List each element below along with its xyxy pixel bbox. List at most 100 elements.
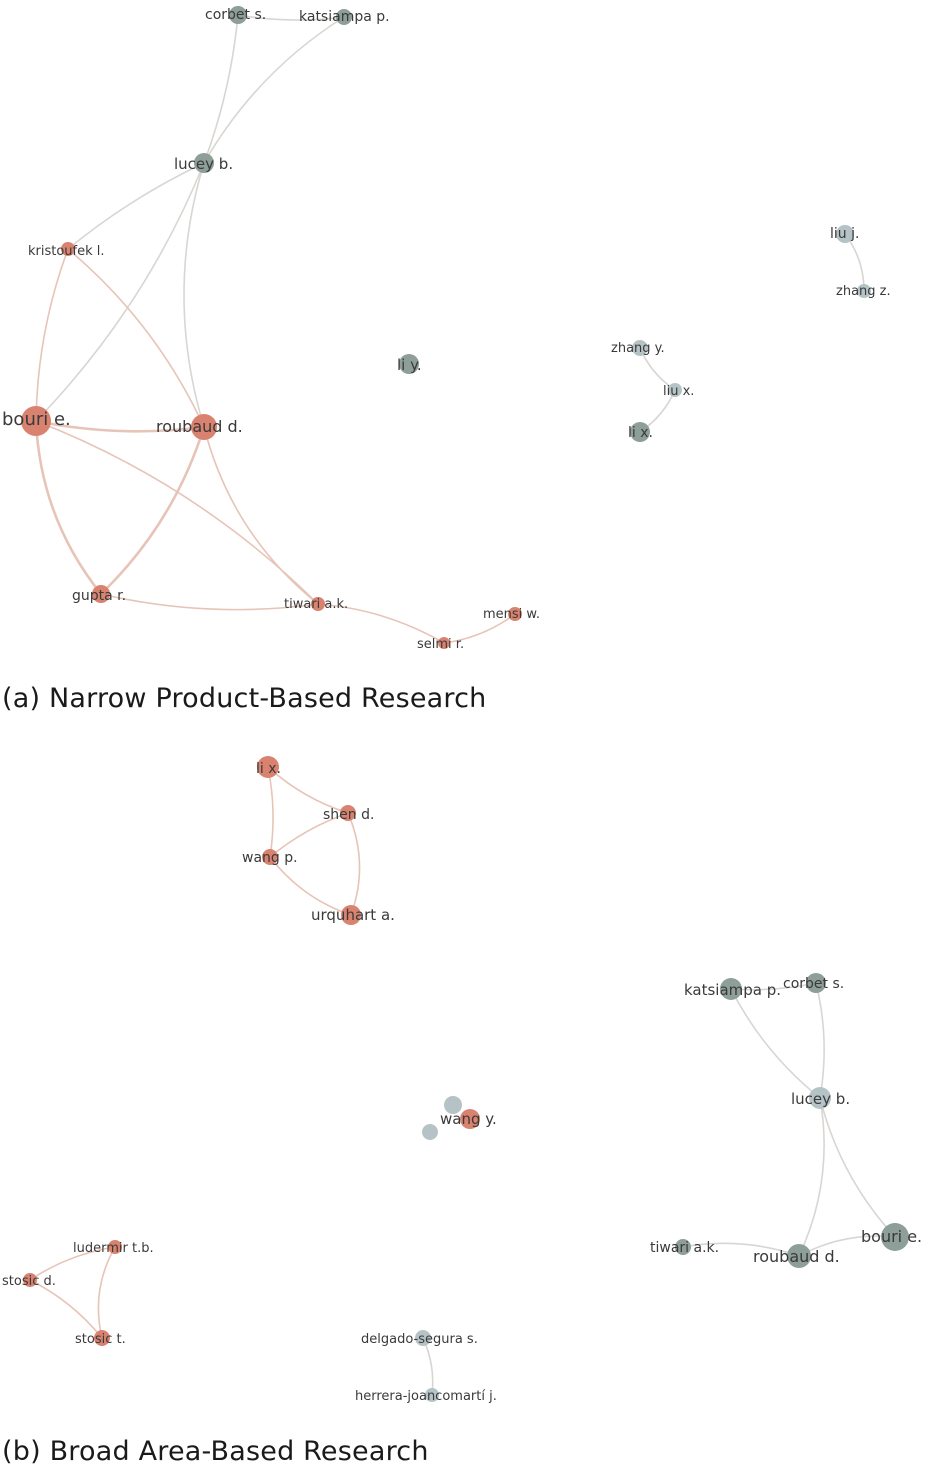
nodes-group: corbet s. katsiampa p. lucey b. kristoufek … xyxy=(2,6,891,652)
node-lix xyxy=(257,756,279,778)
node-shen xyxy=(340,805,356,821)
node-mensi xyxy=(508,607,522,621)
node-delgado xyxy=(415,1330,431,1346)
node-blue2 xyxy=(422,1124,438,1140)
node-label-kristoufek: kristoufek l. xyxy=(28,244,105,259)
edge-bouri-roubaud xyxy=(35,419,205,433)
node-label-shen: shen d. xyxy=(323,807,374,823)
node-label-liux: liu x. xyxy=(663,384,694,399)
node-label-zhangy: zhang y. xyxy=(611,341,665,356)
node-label-liy: li y. xyxy=(397,356,422,374)
edge-lucey-roubaud xyxy=(183,162,205,428)
node-kristoufek xyxy=(61,242,75,256)
node-urquhart xyxy=(341,905,361,925)
network-diagram-narrow: corbet s. katsiampa p. lucey b. kristoufek … xyxy=(0,0,928,680)
edge-shen-urquhart xyxy=(347,812,361,916)
edge-selmi-mensi xyxy=(443,613,516,644)
node-label-lix: li x. xyxy=(256,761,281,777)
network-graph-narrow: corbet s. katsiampa p. lucey b. kristoufek … xyxy=(2,6,891,652)
edge-liuj-zhangz xyxy=(844,233,865,292)
node-label-mensi: mensi w. xyxy=(483,607,540,622)
node-wangp xyxy=(262,849,278,865)
caption-narrow: (a) Narrow Product-Based Research xyxy=(2,683,487,714)
node-roubaud xyxy=(191,414,217,440)
edge-ludermir-stosicd xyxy=(29,1246,116,1281)
node-gupta xyxy=(92,585,110,603)
node-ludermir xyxy=(108,1240,122,1254)
edge-bouri-tiwari xyxy=(35,420,319,605)
node-label-stosict: stosic t. xyxy=(75,1332,126,1347)
nodes-group: li x. shen d. wang p. urquhart a. katsiampa … xyxy=(2,756,922,1404)
edge-roubaud-gupta xyxy=(100,426,206,595)
node-corbet xyxy=(806,973,826,993)
node-liy xyxy=(399,354,419,374)
node-label-katsiampa: katsiampa p. xyxy=(299,9,390,25)
node-label-bouri: bouri e. xyxy=(2,409,71,430)
node-katsiampa xyxy=(720,978,742,1000)
node-blue1 xyxy=(444,1096,462,1114)
node-lucey xyxy=(809,1087,831,1109)
node-label-wangp: wang p. xyxy=(242,850,298,866)
node-bouri xyxy=(21,406,51,436)
edge-lix-wangp xyxy=(267,766,274,858)
node-roubaud xyxy=(787,1244,811,1268)
node-label-roubaud: roubaud d. xyxy=(156,417,243,436)
network-diagram-broad: li x. shen d. wang p. urquhart a. katsiampa … xyxy=(0,745,928,1435)
node-label-stosicd: stosic d. xyxy=(2,1274,56,1289)
edge-lucey-roubaud xyxy=(798,1097,825,1257)
edge-corbet-katsiampa xyxy=(237,14,345,21)
edge-wangp-urquhart xyxy=(269,856,352,916)
node-katsiampa xyxy=(336,9,352,25)
node-label-katsiampa: katsiampa p. xyxy=(684,981,781,999)
edge-shen-wangp xyxy=(269,812,349,858)
node-label-tiwari: tiwari a.k. xyxy=(650,1240,719,1256)
edge-katsiampa-lucey xyxy=(203,16,345,164)
node-label-selmi: selmi r. xyxy=(417,637,464,652)
edge-gupta-tiwari xyxy=(100,593,319,611)
edge-kristoufek-roubaud xyxy=(67,248,205,428)
node-label-bouri: bouri e. xyxy=(861,1227,922,1246)
node-label-lucey: lucey b. xyxy=(174,155,233,173)
node-label-gupta: gupta r. xyxy=(72,588,126,604)
edge-roubaud-tiwari xyxy=(203,426,319,605)
node-liuj xyxy=(836,225,854,243)
node-label-lix: li x. xyxy=(628,425,653,441)
edges-group xyxy=(29,766,896,1396)
node-label-corbet: corbet s. xyxy=(783,976,844,992)
node-selmi xyxy=(438,637,450,649)
edge-lucey-bouri xyxy=(819,1097,896,1238)
node-stosicd xyxy=(23,1273,37,1287)
edge-lucey-bouri xyxy=(35,162,205,422)
edge-bouri-gupta xyxy=(34,420,103,595)
node-tiwari xyxy=(675,1239,691,1255)
node-label-liuj: liu j. xyxy=(830,226,859,242)
edge-corbet-lucey xyxy=(815,982,825,1099)
node-label-urquhart: urquhart a. xyxy=(311,906,395,924)
node-label-wangy: wang y. xyxy=(440,1110,497,1128)
edge-ludermir-stosict xyxy=(97,1246,116,1339)
edge-stosicd-stosict xyxy=(29,1279,103,1339)
node-label-lucey: lucey b. xyxy=(791,1090,850,1108)
node-zhangy xyxy=(632,340,648,356)
node-liux xyxy=(668,383,682,397)
edge-roubaud-tiwari xyxy=(682,1242,800,1257)
node-herrera xyxy=(425,1388,439,1402)
node-corbet xyxy=(229,6,247,24)
edge-lucey-kristoufek xyxy=(67,162,205,250)
node-label-zhangz: zhang z. xyxy=(836,284,891,299)
node-label-delgado: delgado-segura s. xyxy=(361,1332,478,1347)
node-lucey xyxy=(194,153,214,173)
node-label-roubaud: roubaud d. xyxy=(753,1247,840,1266)
network-graph-broad: li x. shen d. wang p. urquhart a. katsiampa … xyxy=(2,756,922,1404)
caption-broad: (b) Broad Area-Based Research xyxy=(2,1436,429,1467)
edge-corbet-lucey xyxy=(203,14,239,164)
node-label-herrera: herrera-joancomartí j. xyxy=(355,1389,497,1404)
node-label-corbet: corbet s. xyxy=(205,7,266,23)
node-wangy xyxy=(460,1109,480,1129)
edge-tiwari-selmi xyxy=(317,603,445,644)
node-stosict xyxy=(94,1330,110,1346)
node-label-ludermir: ludermir t.b. xyxy=(73,1241,154,1256)
node-lix xyxy=(630,422,650,442)
node-zhangz xyxy=(857,284,871,298)
edge-kristoufek-bouri xyxy=(35,248,69,422)
